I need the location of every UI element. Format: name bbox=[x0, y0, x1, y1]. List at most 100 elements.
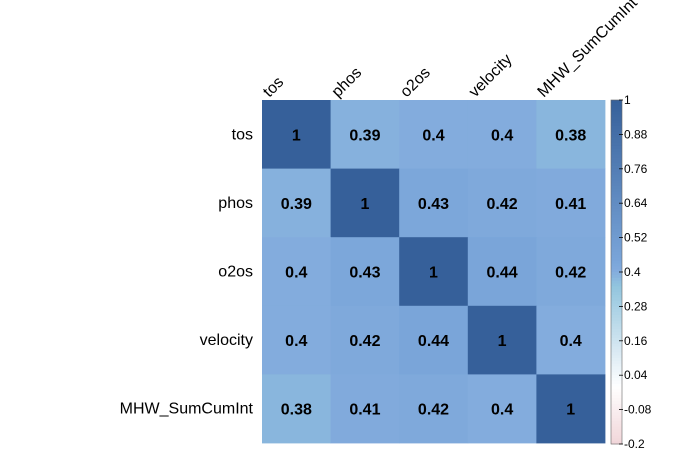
colorbar-segment bbox=[611, 426, 622, 431]
colorbar-segment bbox=[611, 435, 622, 439]
colorbar-segment bbox=[611, 380, 622, 385]
colorbar-segment bbox=[611, 114, 622, 118]
cell-value-label: 0.39 bbox=[281, 196, 312, 213]
cell-value-label: 1 bbox=[566, 402, 575, 419]
colorbar-segment bbox=[611, 418, 622, 422]
colorbar-segment bbox=[611, 154, 622, 158]
colorbar-segment bbox=[611, 171, 622, 176]
colorbar-segment bbox=[611, 409, 622, 413]
colorbar-segment bbox=[611, 246, 622, 250]
heatmap-cell bbox=[330, 305, 400, 375]
row-label: velocity bbox=[200, 332, 253, 349]
colorbar-segment bbox=[611, 363, 622, 368]
colorbar-segment bbox=[611, 372, 622, 376]
colorbar-segment bbox=[611, 340, 622, 345]
colorbar-segment bbox=[611, 274, 622, 279]
colorbar-segment bbox=[611, 160, 622, 164]
heatmap-cell bbox=[467, 100, 537, 169]
colorbar-segment bbox=[611, 260, 622, 264]
colorbar-segment bbox=[611, 378, 622, 382]
heatmap-cell bbox=[536, 237, 606, 307]
colorbar-segment bbox=[611, 329, 622, 333]
cell-value-label: 0.4 bbox=[560, 333, 582, 350]
colorbar-segment bbox=[611, 217, 622, 221]
colorbar-segment bbox=[611, 223, 622, 227]
colorbar-segment bbox=[611, 286, 622, 290]
colorbar-segment bbox=[611, 191, 622, 196]
colorbar-segment bbox=[611, 294, 622, 299]
colorbar-segment bbox=[611, 358, 622, 362]
colorbar-segment bbox=[611, 243, 622, 247]
row-label: phos bbox=[218, 195, 253, 212]
colorbar-segment bbox=[611, 100, 622, 104]
colorbar-segment bbox=[611, 145, 622, 150]
cell-value-label: 0.42 bbox=[487, 196, 518, 213]
colorbar-segment bbox=[611, 441, 622, 445]
colorbar-tick-label: 0.28 bbox=[624, 299, 648, 313]
heatmap-cell bbox=[536, 374, 606, 444]
colorbar-segment bbox=[611, 432, 622, 436]
colorbar-segment bbox=[611, 137, 622, 141]
colorbar-segment bbox=[611, 412, 622, 416]
heatmap-cell bbox=[536, 305, 606, 375]
heatmap-cell bbox=[467, 374, 537, 444]
colorbar-segment bbox=[611, 352, 622, 356]
colorbar-segment bbox=[611, 134, 622, 138]
colorbar-segment bbox=[611, 389, 622, 393]
colorbar-segment bbox=[611, 320, 622, 325]
colorbar-segment bbox=[611, 429, 622, 434]
cell-value-label: 1 bbox=[292, 127, 301, 144]
heatmap-cell bbox=[399, 305, 469, 375]
heatmap-cell bbox=[262, 237, 331, 307]
colorbar-segment bbox=[611, 332, 622, 336]
colorbar-segment bbox=[611, 102, 622, 107]
colorbar-segment bbox=[611, 177, 622, 181]
colorbar-segment bbox=[611, 306, 622, 310]
colorbar-segment bbox=[611, 125, 622, 130]
colorbar-segment bbox=[611, 206, 622, 210]
colorbar-segment bbox=[611, 375, 622, 379]
column-label: tos bbox=[260, 74, 287, 101]
row-label: MHW_SumCumInt bbox=[120, 401, 254, 418]
colorbar-tick-label: 0.4 bbox=[624, 265, 641, 279]
cell-value-label: 0.38 bbox=[281, 402, 312, 419]
colorbar-segment bbox=[611, 165, 622, 170]
colorbar-segment bbox=[611, 263, 622, 267]
colorbar-segment bbox=[611, 163, 622, 167]
colorbar-segment bbox=[611, 415, 622, 419]
colorbar-segment bbox=[611, 237, 622, 241]
cell-value-label: 0.41 bbox=[555, 196, 586, 213]
colorbar-segment bbox=[611, 203, 622, 207]
colorbar-segment bbox=[611, 148, 622, 153]
colorbar-segment bbox=[611, 386, 622, 391]
heatmap-cell bbox=[399, 100, 469, 169]
colorbar-segment bbox=[611, 289, 622, 293]
column-label: phos bbox=[329, 64, 366, 101]
colorbar-segment bbox=[611, 128, 622, 133]
colorbar-segment bbox=[611, 421, 622, 425]
cell-value-label: 0.42 bbox=[418, 402, 449, 419]
heatmap-cell bbox=[330, 100, 400, 169]
colorbar-segment bbox=[611, 309, 622, 313]
heatmap-cell bbox=[330, 237, 400, 307]
colorbar-segment bbox=[611, 406, 622, 411]
cell-value-label: 0.4 bbox=[285, 265, 307, 282]
colorbar-segment bbox=[611, 346, 622, 350]
cell-value-label: 0.4 bbox=[285, 333, 307, 350]
colorbar-segment bbox=[611, 188, 622, 193]
colorbar-segment bbox=[611, 140, 622, 144]
colorbar-segment bbox=[611, 283, 622, 287]
colorbar-segment bbox=[611, 300, 622, 305]
heatmap-cell bbox=[262, 168, 331, 238]
colorbar-segment bbox=[611, 312, 622, 316]
heatmap-cell bbox=[262, 100, 331, 169]
colorbar-segment bbox=[611, 292, 622, 296]
colorbar-segment bbox=[611, 403, 622, 408]
colorbar-segment bbox=[611, 151, 622, 155]
colorbar-segment bbox=[611, 398, 622, 402]
heatmap-cell bbox=[536, 100, 606, 169]
colorbar-segment bbox=[611, 117, 622, 121]
cell-value-label: 0.4 bbox=[491, 127, 513, 144]
cell-value-label: 0.43 bbox=[349, 265, 380, 282]
